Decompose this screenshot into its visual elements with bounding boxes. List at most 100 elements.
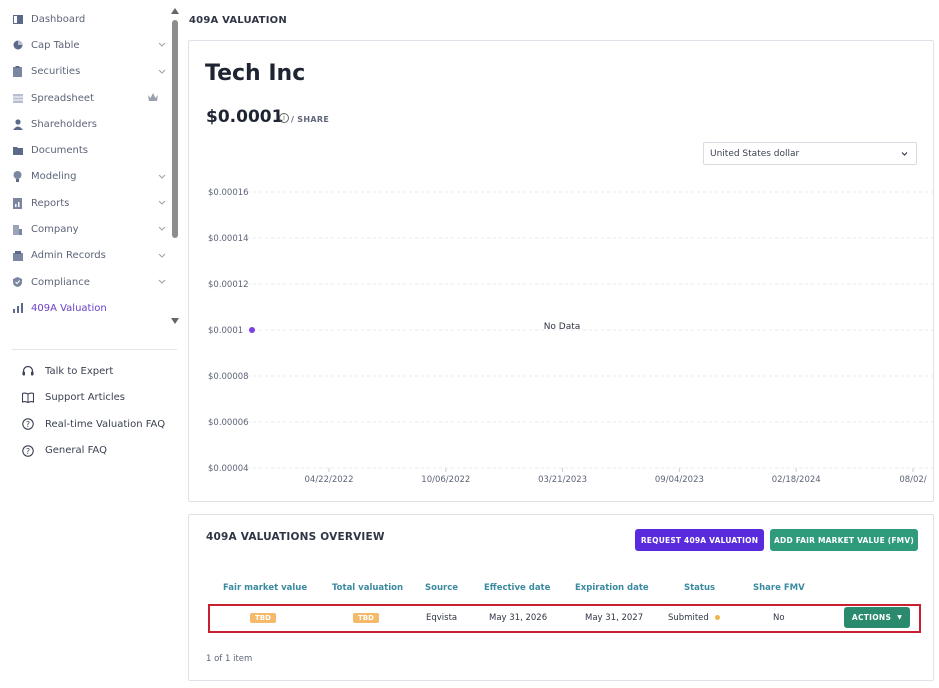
sidebar-item-shareholders[interactable]: Shareholders xyxy=(0,111,170,137)
x-tick-label: 10/06/2022 xyxy=(421,475,470,485)
user-icon xyxy=(12,119,23,130)
sidebar-item-409a-valuation[interactable]: 409A Valuation xyxy=(0,295,170,321)
column-header-fair-market-value[interactable]: Fair market value xyxy=(223,583,308,593)
sidebar-item-label: Compliance xyxy=(31,276,90,288)
source-cell: Eqvista xyxy=(426,613,458,623)
pagination-summary: 1 of 1 item xyxy=(206,654,253,664)
x-tick-label: 08/02/ xyxy=(899,475,926,485)
bar-chart-icon xyxy=(12,303,23,314)
page-title: 409A VALUATION xyxy=(189,15,287,26)
column-header-total-valuation[interactable]: Total valuation xyxy=(332,583,404,593)
help-item-talk-to-expert[interactable]: Talk to Expert xyxy=(22,358,165,385)
caret-down-icon: ▼ xyxy=(897,614,903,621)
x-tick-label: 09/04/2023 xyxy=(655,475,704,485)
sidebar: Dashboard Cap Table Securities Spreadshe… xyxy=(0,0,183,688)
currency-select-value: United States dollar xyxy=(710,148,800,159)
column-header-share-fmv[interactable]: Share FMV xyxy=(753,583,805,593)
y-tick-label: $0.00012 xyxy=(208,280,249,290)
help-item-support-articles[interactable]: Support Articles xyxy=(22,385,165,412)
sidebar-item-label: 409A Valuation xyxy=(31,302,107,314)
sidebar-item-documents[interactable]: Documents xyxy=(0,137,170,163)
actions-button[interactable]: ACTIONS ▼ xyxy=(844,607,910,628)
status-dot-icon xyxy=(714,615,720,620)
column-header-expiration-date[interactable]: Expiration date xyxy=(575,583,649,593)
x-tick-label: 04/22/2022 xyxy=(305,475,354,485)
chevron-down-icon xyxy=(158,279,166,284)
scrollbar-thumb[interactable] xyxy=(172,20,178,238)
x-tick-label: 03/21/2023 xyxy=(538,475,587,485)
crown-icon xyxy=(148,92,158,101)
info-icon[interactable]: i xyxy=(279,113,289,123)
add-fmv-button[interactable]: ADD FAIR MARKET VALUE (FMV) xyxy=(770,529,918,551)
sidebar-item-compliance[interactable]: Compliance xyxy=(0,269,170,295)
expiration-date-cell: May 31, 2027 xyxy=(585,613,644,623)
scroll-down-arrow[interactable] xyxy=(171,318,179,324)
chevron-down-icon xyxy=(158,253,166,258)
sidebar-item-label: Dashboard xyxy=(31,13,86,25)
book-icon xyxy=(22,392,34,404)
sidebar-item-label: Spreadsheet xyxy=(31,92,94,104)
actions-button-label: ACTIONS xyxy=(851,613,892,622)
y-tick-label: $0.0001 xyxy=(208,326,243,336)
lightbulb-icon xyxy=(12,171,23,183)
overview-title: 409A VALUATIONS OVERVIEW xyxy=(206,531,385,543)
chevron-down-icon xyxy=(158,227,166,232)
help-item-label: Support Articles xyxy=(45,392,125,404)
sidebar-item-modeling[interactable]: Modeling xyxy=(0,164,170,190)
sidebar-divider xyxy=(12,349,177,350)
chevron-down-icon xyxy=(158,42,166,48)
sidebar-item-company[interactable]: Company xyxy=(0,216,170,242)
shield-check-icon xyxy=(12,277,23,288)
y-tick-label: $0.00006 xyxy=(208,418,249,428)
currency-select[interactable]: United States dollar xyxy=(703,142,917,165)
sidebar-item-label: Cap Table xyxy=(31,39,80,51)
sidebar-item-cap-table[interactable]: Cap Table xyxy=(0,32,170,58)
no-data-label: No Data xyxy=(544,322,581,332)
per-share-label: / SHARE xyxy=(291,115,330,124)
help-item-real-time-valuation-faq[interactable]: ? Real-time Valuation FAQ xyxy=(22,411,165,438)
sidebar-item-label: Modeling xyxy=(31,171,77,183)
clipboard-icon xyxy=(12,66,23,78)
share-fmv-cell: No xyxy=(773,613,785,623)
sidebar-item-spreadsheet[interactable]: Spreadsheet xyxy=(0,85,170,111)
effective-date-cell: May 31, 2026 xyxy=(489,613,548,623)
column-header-source[interactable]: Source xyxy=(425,583,459,593)
help-item-label: Talk to Expert xyxy=(45,365,114,377)
y-tick-label: $0.00016 xyxy=(208,188,249,198)
sidebar-item-label: Admin Records xyxy=(31,250,106,262)
y-tick-label: $0.00008 xyxy=(208,372,249,382)
sidebar-item-dashboard[interactable]: Dashboard xyxy=(0,6,170,32)
sidebar-item-reports[interactable]: Reports xyxy=(0,190,170,216)
request-409a-valuation-button[interactable]: REQUEST 409A VALUATION xyxy=(635,529,764,551)
folder-icon xyxy=(12,145,23,156)
column-header-status[interactable]: Status xyxy=(684,583,716,593)
sidebar-item-label: Documents xyxy=(31,145,89,157)
help-item-general-faq[interactable]: ? General FAQ xyxy=(22,438,165,465)
sidebar-item-label: Reports xyxy=(31,197,70,209)
table-row-highlight[interactable] xyxy=(208,604,921,633)
valuations-overview-card: 409A VALUATIONS OVERVIEW REQUEST 409A VA… xyxy=(188,514,934,681)
records-icon xyxy=(12,250,23,261)
sidebar-item-securities[interactable]: Securities xyxy=(0,59,170,85)
sidebar-item-label: Shareholders xyxy=(31,118,97,130)
sidebar-item-admin-records[interactable]: Admin Records xyxy=(0,243,170,269)
sidebar-item-label: Company xyxy=(31,224,79,236)
column-header-effective-date[interactable]: Effective date xyxy=(484,583,551,593)
help-item-label: General FAQ xyxy=(45,445,107,457)
report-icon xyxy=(12,197,23,209)
headset-icon xyxy=(22,365,34,377)
scroll-up-arrow[interactable] xyxy=(171,8,179,14)
chevron-down-icon xyxy=(158,174,166,179)
building-icon xyxy=(12,224,23,235)
status-text: Submited xyxy=(668,613,709,623)
data-point[interactable] xyxy=(249,327,255,333)
svg-text:?: ? xyxy=(26,420,30,429)
svg-text:?: ? xyxy=(26,447,30,456)
x-tick-label: 02/18/2024 xyxy=(772,475,821,485)
dashboard-icon xyxy=(12,14,23,25)
chevron-down-icon xyxy=(158,69,166,74)
chevron-down-icon xyxy=(158,200,166,205)
sidebar-nav: Dashboard Cap Table Securities Spreadshe… xyxy=(0,6,170,322)
y-tick-label: $0.00004 xyxy=(208,464,249,474)
pie-chart-icon xyxy=(12,40,23,51)
